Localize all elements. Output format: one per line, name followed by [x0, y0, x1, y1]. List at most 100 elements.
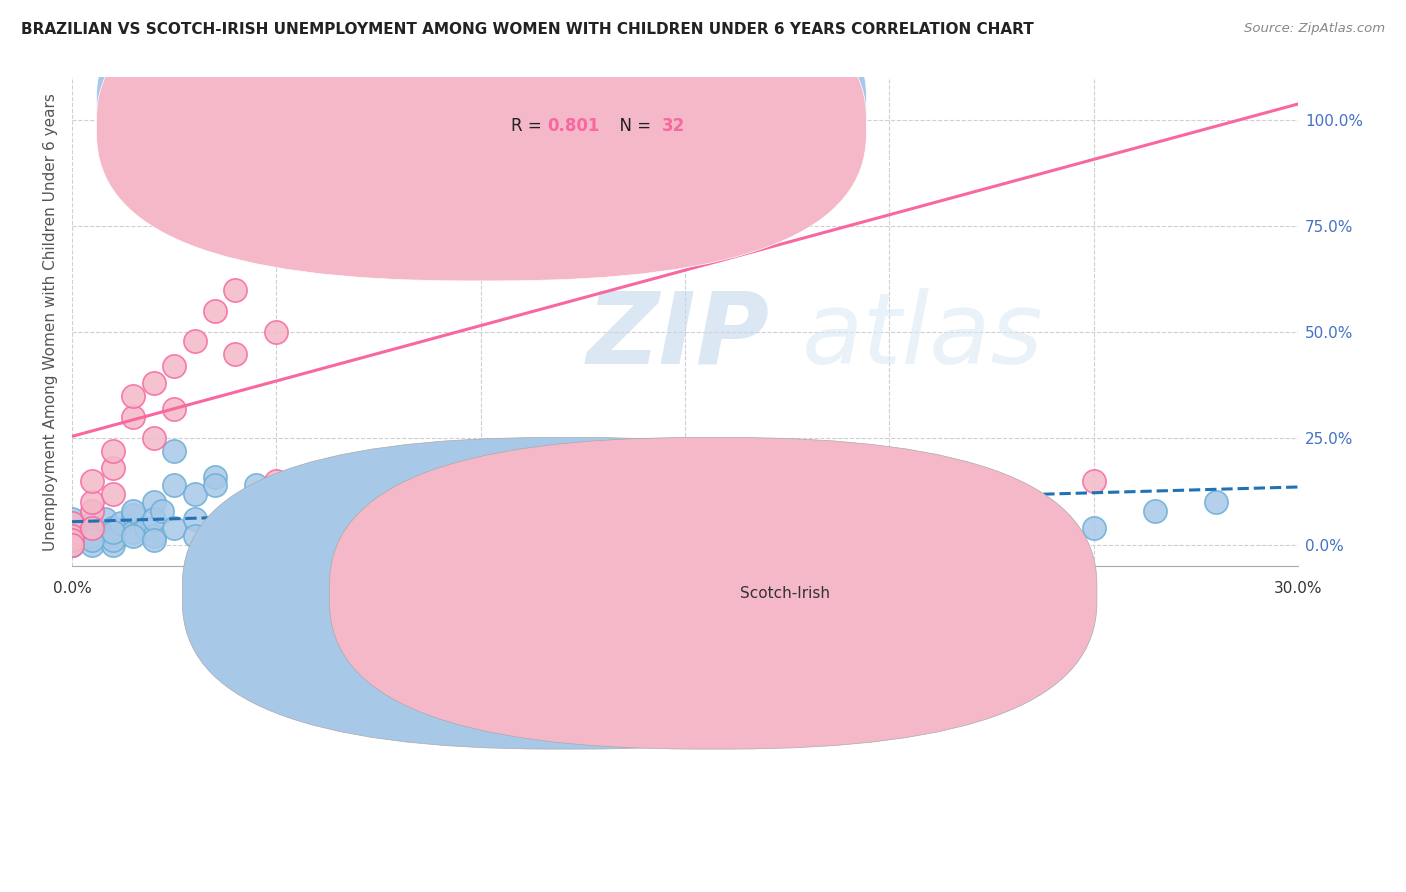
Point: [163, 359, 186, 374]
Point: [82, 504, 104, 518]
Point: [163, 521, 186, 535]
Point: [101, 538, 124, 552]
Text: N =: N =: [609, 95, 657, 113]
Point: [347, 469, 370, 483]
FancyBboxPatch shape: [329, 437, 1097, 749]
Point: [60, 538, 83, 552]
Point: [82, 521, 104, 535]
Point: [101, 529, 124, 543]
Point: [592, 121, 614, 136]
Point: [73, 524, 96, 539]
Text: R =: R =: [510, 117, 547, 136]
Point: [183, 512, 205, 526]
Point: [347, 198, 370, 212]
Text: atlas: atlas: [801, 288, 1043, 384]
FancyBboxPatch shape: [183, 437, 950, 749]
Point: [60, 538, 83, 552]
Y-axis label: Unemployment Among Women with Children Under 6 years: Unemployment Among Women with Children U…: [44, 93, 58, 550]
Point: [101, 461, 124, 475]
Point: [470, 155, 492, 169]
Point: [204, 304, 226, 318]
Point: [60, 533, 83, 548]
Text: Brazilians: Brazilians: [592, 586, 666, 601]
Point: [101, 486, 124, 500]
Point: [110, 516, 132, 531]
Point: [183, 529, 205, 543]
Point: [224, 283, 246, 297]
Text: 0.0%: 0.0%: [52, 581, 91, 596]
Point: [101, 533, 124, 548]
Point: [755, 486, 778, 500]
Point: [60, 521, 83, 535]
Point: [101, 521, 124, 535]
Point: [135, 521, 157, 535]
Point: [82, 533, 104, 548]
Point: [307, 249, 329, 263]
Point: [224, 346, 246, 360]
Point: [307, 504, 329, 518]
Point: [101, 524, 124, 539]
Point: [307, 219, 329, 233]
Point: [82, 538, 104, 552]
Point: [122, 529, 145, 543]
Point: [60, 529, 83, 543]
Point: [960, 495, 983, 509]
Point: [429, 495, 451, 509]
Point: [163, 401, 186, 416]
Point: [60, 516, 83, 531]
Point: [142, 533, 165, 548]
Point: [551, 478, 574, 492]
Point: [388, 232, 411, 246]
Point: [326, 495, 349, 509]
Point: [60, 533, 83, 548]
Text: ZIP: ZIP: [586, 288, 770, 384]
Text: 32: 32: [662, 117, 685, 136]
Point: [592, 112, 614, 127]
Text: 61: 61: [662, 95, 685, 113]
Point: [142, 512, 165, 526]
Point: [60, 538, 83, 552]
Point: [266, 326, 288, 340]
Point: [1205, 495, 1227, 509]
Point: [142, 376, 165, 391]
Point: [1083, 474, 1105, 488]
Point: [82, 529, 104, 543]
Text: 0.801: 0.801: [548, 117, 600, 136]
Point: [82, 495, 104, 509]
Point: [60, 529, 83, 543]
Point: [122, 508, 145, 522]
Point: [82, 516, 104, 531]
Point: [224, 504, 246, 518]
Point: [224, 521, 246, 535]
Point: [245, 478, 267, 492]
Point: [388, 512, 411, 526]
Point: [673, 469, 696, 483]
Point: [1083, 521, 1105, 535]
Point: [592, 512, 614, 526]
Point: [122, 504, 145, 518]
Point: [877, 478, 900, 492]
Text: N =: N =: [609, 117, 657, 136]
Point: [150, 504, 173, 518]
Point: [204, 478, 226, 492]
Point: [266, 495, 288, 509]
Point: [307, 478, 329, 492]
Point: [82, 474, 104, 488]
Text: 0.120: 0.120: [548, 95, 600, 113]
Point: [551, 474, 574, 488]
Point: [101, 444, 124, 458]
Point: [93, 512, 115, 526]
Point: [183, 334, 205, 348]
Point: [920, 478, 942, 492]
Point: [122, 389, 145, 403]
Text: 30.0%: 30.0%: [1274, 581, 1322, 596]
Text: R =: R =: [510, 95, 547, 113]
Point: [388, 521, 411, 535]
Point: [204, 469, 226, 483]
Point: [142, 529, 165, 543]
Point: [470, 486, 492, 500]
Point: [163, 444, 186, 458]
Point: [122, 524, 145, 539]
Point: [163, 478, 186, 492]
Point: [1143, 504, 1166, 518]
